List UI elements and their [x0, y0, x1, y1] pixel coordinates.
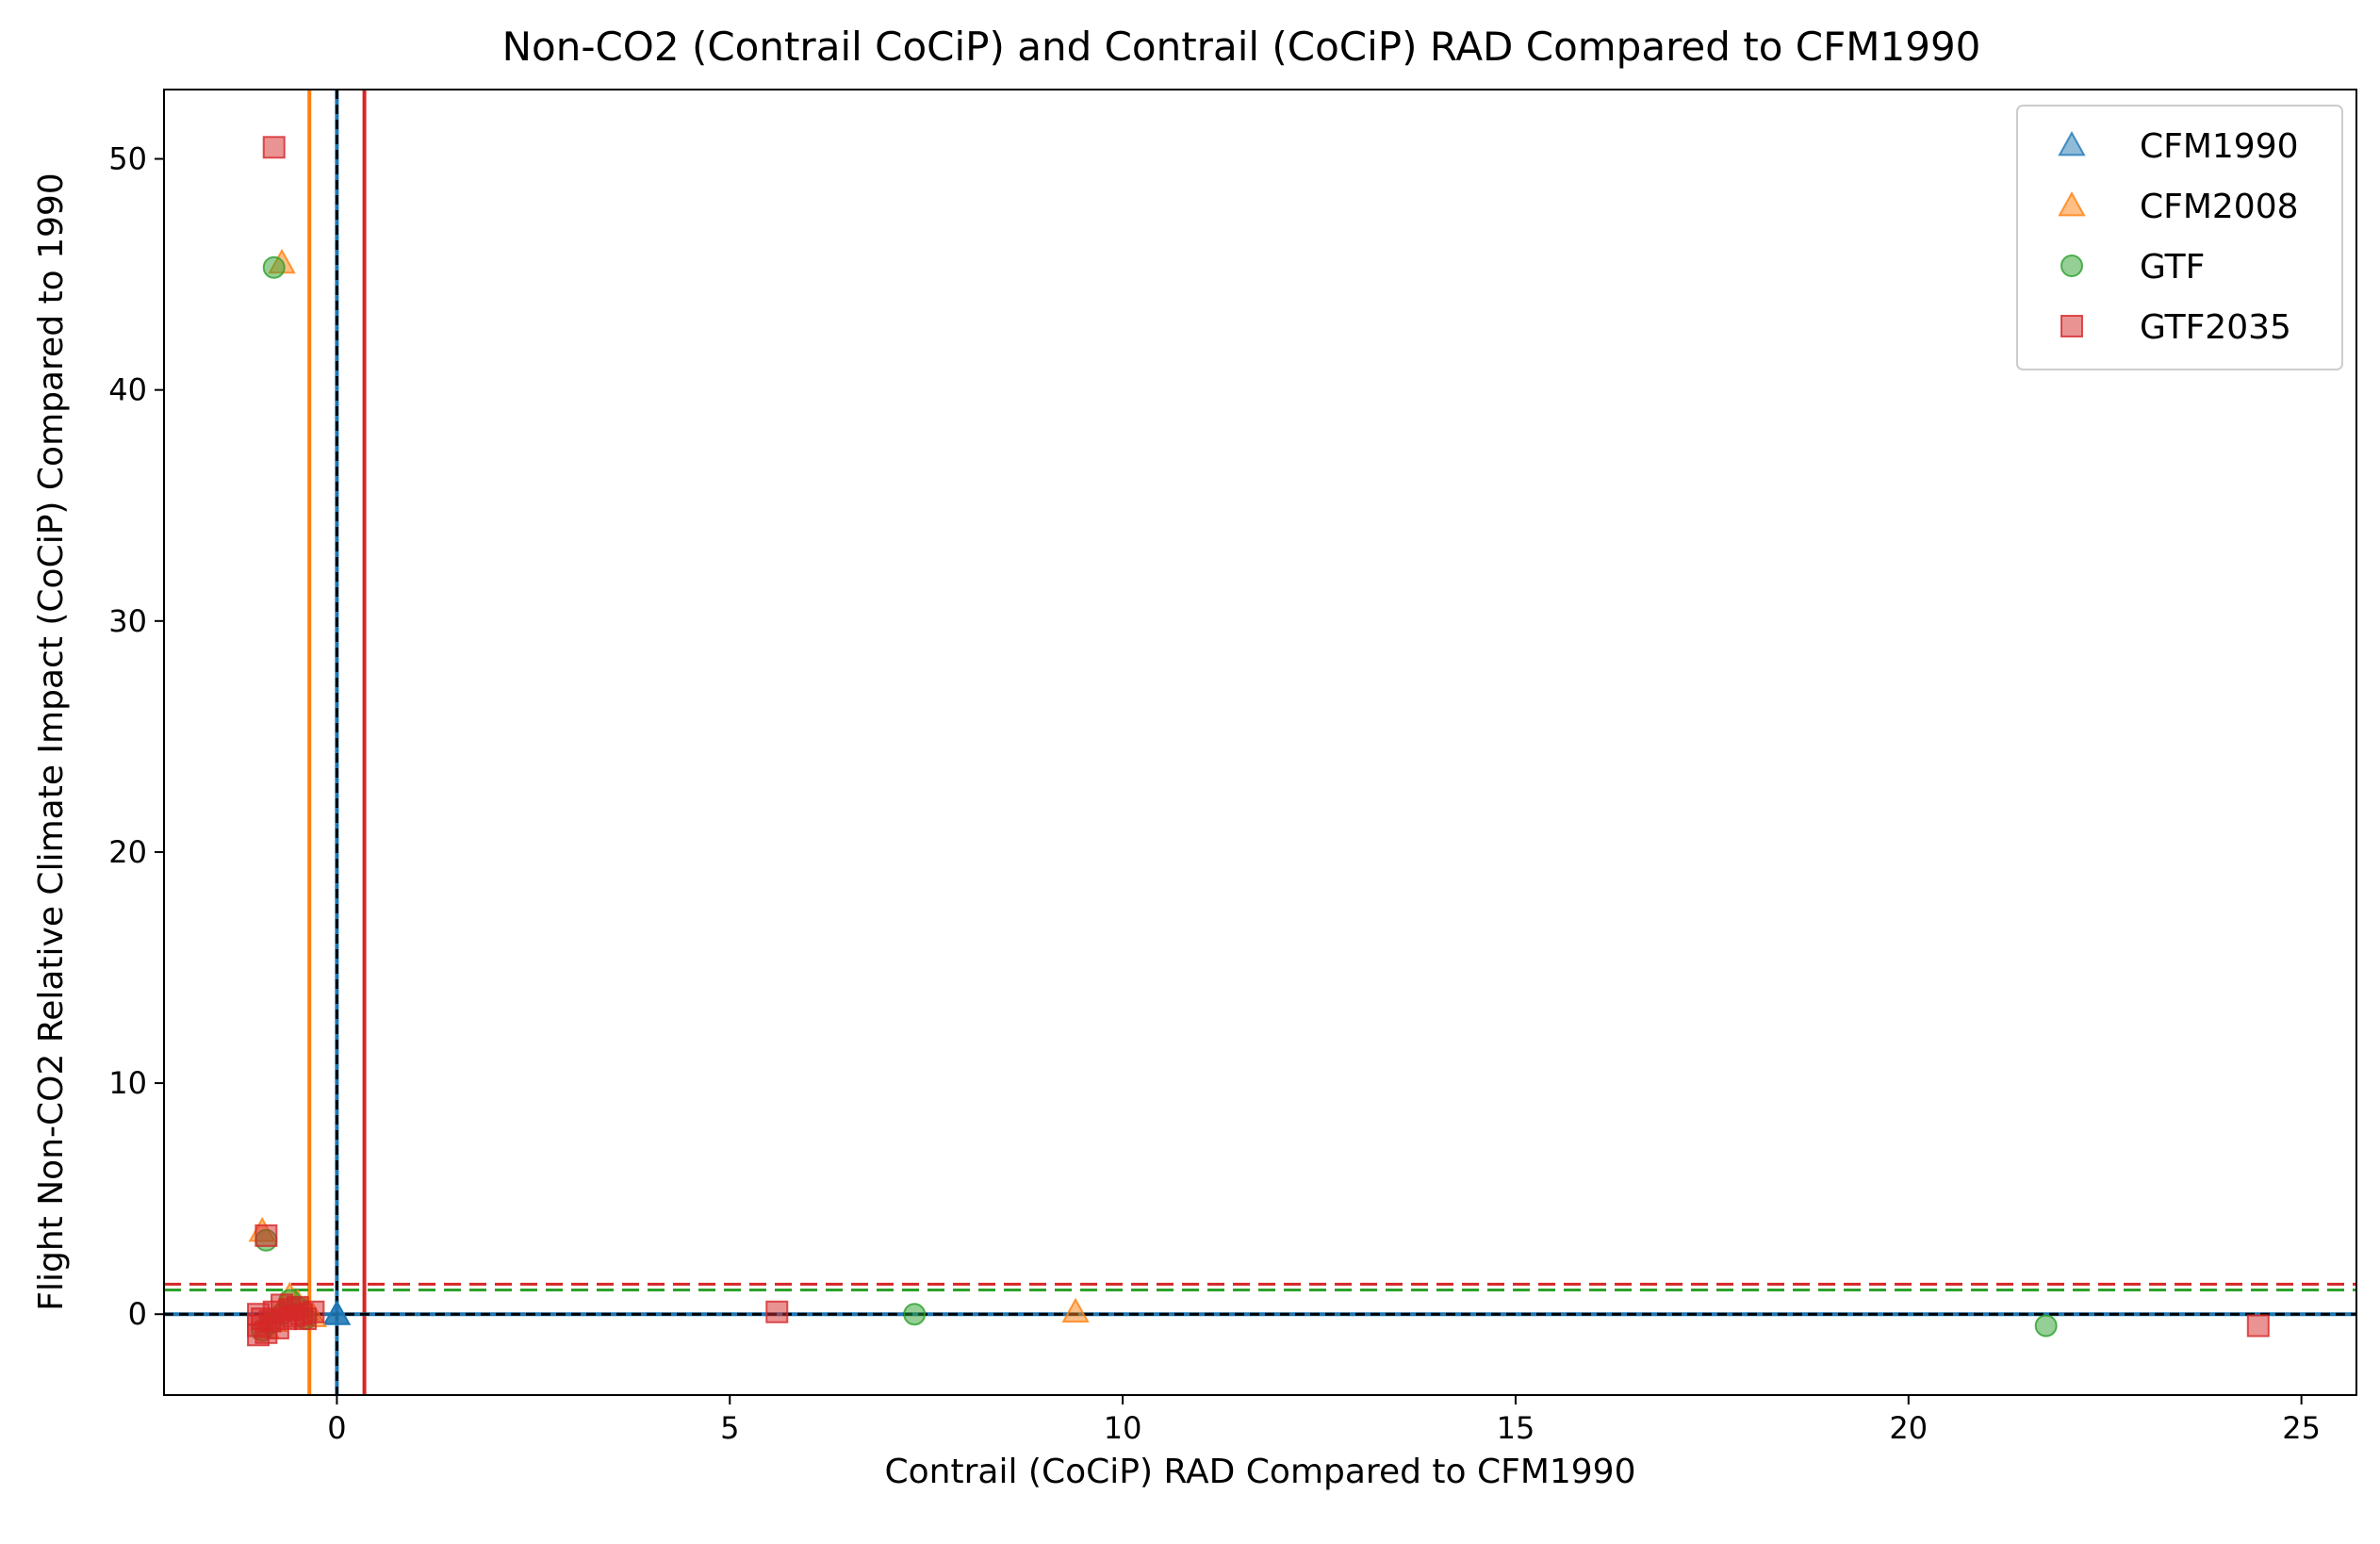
chart-title: Non-CO2 (Contrail CoCiP) and Contrail (C…: [502, 24, 1981, 70]
legend-marker: [2058, 130, 2086, 156]
legend: CFM1990 CFM2008 GTF GTF2035: [2016, 105, 2343, 370]
data-point: [1061, 1297, 1090, 1323]
reference-lines: [164, 90, 2356, 1395]
legend-item-cfm1990: CFM1990: [2058, 127, 2299, 166]
y-tick-label: 50: [108, 141, 147, 177]
y-tick-label: 30: [108, 603, 147, 639]
legend-marker: [2060, 255, 2083, 277]
series-gtf2035: [247, 136, 2270, 1347]
legend-label: CFM1990: [2140, 127, 2299, 166]
legend-label: CFM2008: [2140, 188, 2299, 226]
data-points: [247, 136, 2270, 1347]
y-tick-label: 0: [128, 1296, 147, 1332]
data-point: [302, 1300, 325, 1323]
legend-marker: [2060, 315, 2083, 337]
data-point: [903, 1303, 927, 1326]
y-axis-title: Flight Non-CO2 Relative Climate Impact (…: [32, 172, 71, 1310]
y-tick-label: 10: [108, 1065, 147, 1101]
data-point: [262, 255, 286, 279]
y-tick-label: 20: [108, 834, 147, 870]
legend-item-cfm2008: CFM2008: [2058, 188, 2299, 226]
x-tick-label: 25: [2282, 1410, 2321, 1446]
series-cfm1990: [322, 1300, 352, 1325]
x-tick-label: 0: [327, 1410, 346, 1446]
legend-marker: [2058, 190, 2086, 217]
axis-ticks: 0 5 10 15 20 25 0 10 20 30 40 50: [108, 141, 2321, 1446]
x-tick-label: 5: [720, 1410, 739, 1446]
data-point: [2246, 1314, 2270, 1338]
data-point: [322, 1300, 352, 1325]
legend-box: [2016, 105, 2343, 370]
x-tick-label: 10: [1104, 1410, 1142, 1446]
data-point: [254, 1224, 278, 1247]
data-point: [262, 136, 286, 159]
legend-item-gtf2035: GTF2035: [2060, 308, 2291, 347]
plot-frame: [163, 89, 2357, 1396]
data-point: [251, 1307, 274, 1331]
x-tick-label: 20: [1889, 1410, 1928, 1446]
data-point: [2034, 1314, 2058, 1338]
x-tick-label: 15: [1497, 1410, 1535, 1446]
legend-item-gtf: GTF: [2060, 248, 2205, 287]
y-tick-label: 40: [108, 372, 147, 408]
x-axis-title: Contrail (CoCiP) RAD Compared to CFM1990: [885, 1453, 1636, 1491]
legend-label: GTF2035: [2140, 308, 2291, 347]
legend-label: GTF: [2140, 248, 2205, 287]
data-point: [765, 1300, 789, 1323]
